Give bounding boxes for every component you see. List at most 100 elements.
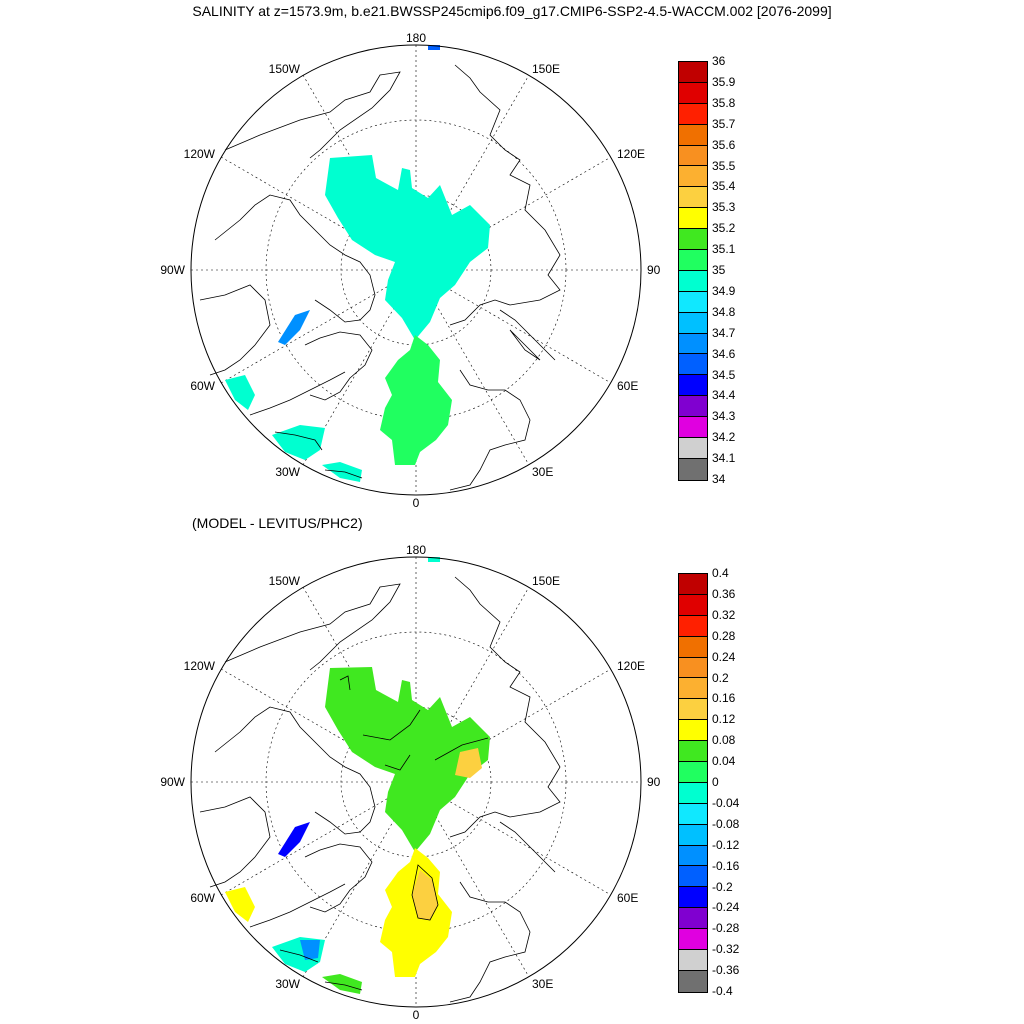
top-colorbar-swatch [679, 187, 707, 209]
bottom-colorbar-label: -0.4 [712, 984, 733, 998]
bottom-colorbar-swatch [679, 782, 707, 804]
top-colorbar-label: 34 [712, 472, 726, 486]
top-colorbar-swatch [679, 417, 707, 439]
bottom-colorbar-label: 0.2 [712, 670, 729, 685]
top-colorbar-label: 35.5 [712, 158, 736, 173]
top-colorbar-swatch [679, 396, 707, 418]
bottom-polar-map: 180 150W 150E 120W 120E 90W 90E 60W 60E … [160, 543, 660, 1022]
top-colorbar [678, 61, 708, 481]
top-colorbar-swatch [679, 270, 707, 292]
bottom-colorbar-swatch [679, 594, 707, 616]
top-label-180: 180 [406, 31, 426, 45]
bottom-colorbar-label: -0.08 [712, 816, 740, 831]
top-colorbar-swatch [679, 82, 707, 104]
bottom-colorbar-swatch [679, 950, 707, 971]
bottom-colorbar-label: 0.08 [712, 733, 736, 748]
bottom-label-150w: 150W [269, 574, 301, 588]
top-colorbar-label: 35.7 [712, 116, 736, 131]
top-colorbar-swatch [679, 354, 707, 376]
bottom-field-warm-patch [455, 748, 482, 778]
top-colorbar-swatch [679, 103, 707, 125]
bottom-colorbar-label: -0.28 [712, 921, 740, 936]
bottom-colorbar-label: 0.12 [712, 712, 736, 727]
top-colorbar-label: 35.9 [712, 74, 736, 89]
difference-subtitle: (MODEL - LEVITUS/PHC2) [192, 515, 363, 531]
top-label-30w: 30W [275, 465, 300, 479]
bottom-field-baffin [278, 822, 310, 857]
top-polar-map: 180 150W 150E 120W 120E 90W 90E 60W 60E … [160, 31, 660, 510]
bottom-colorbar-swatch [679, 929, 707, 951]
bottom-colorbar-swatch [679, 970, 707, 992]
top-colorbar-label: 36 [712, 54, 726, 68]
top-field-eurasian-basin [325, 155, 490, 340]
top-coastlines [199, 64, 561, 491]
top-label-30e: 30E [532, 465, 553, 479]
bottom-colorbar-label: 0.4 [712, 566, 729, 580]
top-label-0: 0 [413, 496, 420, 510]
bottom-label-90w: 90W [160, 775, 185, 789]
bottom-field-labrador [225, 887, 255, 922]
top-label-120e: 120E [617, 147, 645, 161]
bottom-colorbar-label: 0.28 [712, 628, 736, 643]
bottom-colorbar-label: 0.32 [712, 607, 736, 622]
top-label-90w: 90W [160, 263, 185, 277]
top-label-150e: 150E [532, 62, 560, 76]
bottom-field-east-atl [322, 974, 362, 994]
top-colorbar-swatch [679, 291, 707, 313]
bottom-colorbar-swatch [679, 741, 707, 763]
top-colorbar-swatch [679, 208, 707, 230]
top-colorbar-label: 34.9 [712, 283, 736, 298]
bottom-colorbar-label: -0.24 [712, 900, 740, 915]
bottom-label-30e: 30E [532, 977, 553, 991]
top-colorbar-label: 34.3 [712, 409, 736, 424]
bottom-colorbar-label: 0 [712, 775, 719, 789]
bottom-anomaly-field [225, 557, 490, 994]
bottom-colorbar-label: -0.16 [712, 858, 740, 873]
top-colorbar-swatch [679, 166, 707, 188]
bottom-colorbar-label: -0.04 [712, 795, 740, 810]
bottom-field-nordic-core [412, 870, 438, 920]
top-label-150w: 150W [269, 62, 301, 76]
top-colorbar-label: 34.5 [712, 367, 736, 382]
bottom-label-120e: 120E [617, 659, 645, 673]
top-colorbar-swatch [679, 250, 707, 271]
top-colorbar-label: 35.2 [712, 221, 736, 236]
bottom-colorbar-label: -0.12 [712, 837, 740, 852]
top-colorbar-label: 34.7 [712, 325, 736, 340]
bottom-colorbar-swatch [679, 615, 707, 637]
top-colorbar-label: 35.3 [712, 200, 736, 215]
bottom-colorbar-label: 0.16 [712, 691, 736, 706]
bottom-colorbar-swatch [679, 636, 707, 658]
top-colorbar-label: 35 [712, 263, 726, 277]
bottom-colorbar-swatch [679, 887, 707, 909]
top-colorbar-swatch [679, 333, 707, 355]
bottom-colorbar-swatch [679, 574, 707, 595]
bottom-colorbar-swatch [679, 866, 707, 888]
top-label-120w: 120W [184, 147, 216, 161]
top-colorbar-label: 34.1 [712, 451, 736, 466]
bottom-colorbar-swatch [679, 657, 707, 679]
top-field-nordic-seas [380, 335, 452, 465]
bottom-colorbar-label: -0.2 [712, 879, 733, 894]
top-map-boundary [190, 44, 642, 496]
bottom-colorbar-swatch [679, 824, 707, 846]
top-colorbar-swatch [679, 312, 707, 334]
bottom-field-eurasian-basin [325, 667, 490, 852]
top-colorbar-label: 34.8 [712, 304, 736, 319]
top-colorbar-label: 35.8 [712, 95, 736, 110]
top-colorbar-swatch [679, 375, 707, 397]
bottom-label-120w: 120W [184, 659, 216, 673]
figure-title: SALINITY at z=1573.9m, b.e21.BWSSP245cmi… [192, 3, 832, 19]
bottom-colorbar-swatch [679, 699, 707, 721]
bottom-label-90e: 90E [647, 775, 660, 789]
bottom-label-150e: 150E [532, 574, 560, 588]
top-colorbar-swatch [679, 438, 707, 459]
bottom-colorbar-swatch [679, 845, 707, 867]
top-field-baffin [278, 310, 310, 345]
top-colorbar-label: 34.2 [712, 430, 736, 445]
bottom-colorbar-swatch [679, 678, 707, 700]
top-colorbar-swatch [679, 145, 707, 167]
bottom-label-180: 180 [406, 543, 426, 557]
top-colorbar-label: 35.6 [712, 137, 736, 152]
bottom-colorbar-swatch [679, 908, 707, 930]
